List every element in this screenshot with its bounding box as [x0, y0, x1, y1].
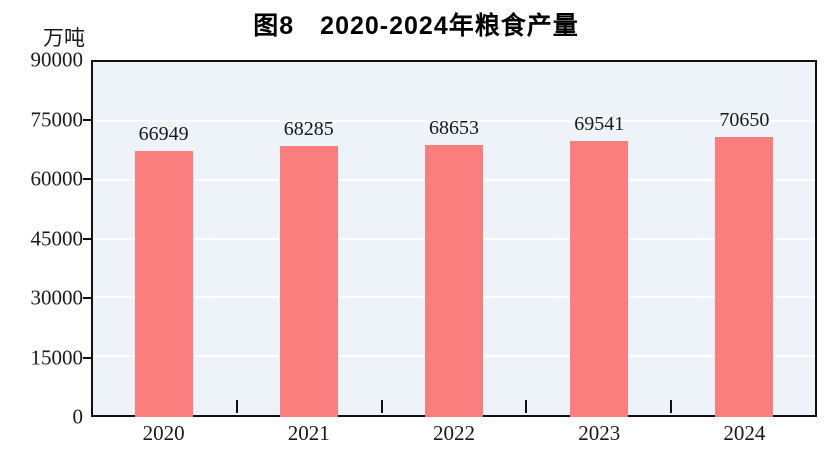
x-tick-label-2021: 2021 [287, 421, 330, 445]
y-tick-label: 75000 [30, 107, 84, 131]
x-tick-label-2024: 2024 [723, 421, 766, 445]
bar-2023 [570, 141, 629, 417]
y-tick-label: 30000 [30, 285, 84, 310]
x-tick-mark [525, 400, 528, 413]
chart-title: 图8 2020-2024年粮食产量 [253, 12, 579, 40]
bar-2020 [134, 151, 193, 417]
bar-slot-2021: 68285 [236, 60, 381, 417]
y-tick-mark [83, 118, 91, 121]
x-tick-label-2022: 2022 [433, 421, 475, 445]
x-tick-label-2023: 2023 [578, 421, 621, 445]
y-tick-mark [83, 356, 91, 359]
bar-value-label: 66949 [138, 123, 189, 146]
y-tick-label: 90000 [30, 47, 84, 72]
y-tick-label: 15000 [30, 345, 84, 369]
x-tick-mark [669, 400, 672, 413]
bar-slot-2022: 68653 [381, 60, 526, 417]
y-axis-tick-labels: 0 15000 30000 45000 60000 75000 90000 [0, 48, 84, 429]
x-axis-tick-labels: 2020 2021 2022 2023 2024 [91, 421, 817, 446]
x-tick-label-2020: 2020 [142, 421, 185, 445]
bar-value-label: 70650 [719, 108, 770, 131]
bars-layer: 66949 68285 68653 69541 70650 [91, 60, 817, 417]
gridline [93, 119, 815, 122]
y-tick-label: 60000 [30, 166, 84, 191]
bar-value-label: 68653 [429, 116, 479, 139]
y-tick-mark [83, 297, 91, 299]
y-tick-label: 0 [72, 404, 84, 429]
y-axis-tick-marks [83, 60, 91, 417]
y-tick-mark [83, 178, 91, 180]
y-tick-label: 45000 [30, 226, 84, 250]
bar-2022 [425, 144, 483, 417]
x-tick-mark [380, 400, 383, 413]
bar-slot-2024: 70650 [672, 60, 817, 417]
y-axis-unit-label: 万吨 [43, 26, 85, 50]
bar-2021 [279, 146, 338, 417]
y-tick-mark [83, 237, 91, 240]
bar-2024 [715, 136, 774, 417]
bar-value-label: 69541 [574, 113, 625, 136]
bar-slot-2020: 66949 [91, 60, 236, 417]
bar-value-label: 68285 [283, 118, 334, 141]
x-tick-mark [236, 400, 239, 413]
bar-slot-2023: 69541 [527, 60, 672, 417]
